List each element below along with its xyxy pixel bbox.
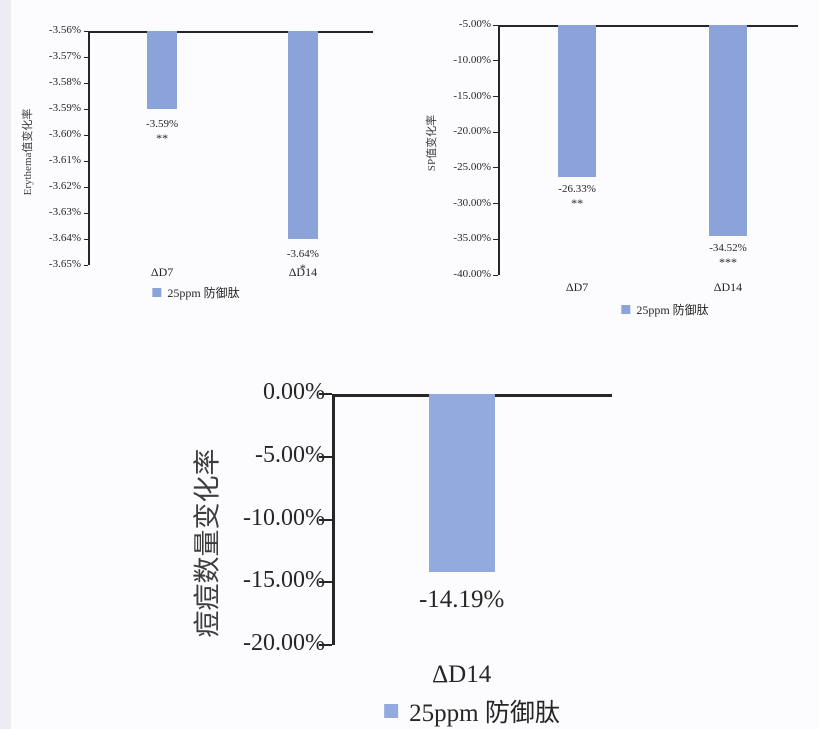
- y-tick-mark: [493, 95, 498, 97]
- left-edge-strip: [0, 0, 11, 729]
- y-axis-title: 痘痘数量变化率: [192, 448, 223, 638]
- y-axis-title: Erythema值变化率: [22, 108, 34, 196]
- y-tick-label: -3.65%: [48, 258, 81, 271]
- y-tick-mark: [319, 644, 332, 646]
- y-tick-mark: [84, 238, 88, 240]
- y-axis-title: SP值变化率: [426, 114, 438, 172]
- y-tick-mark: [319, 393, 332, 395]
- y-tick-label: -3.58%: [48, 76, 81, 89]
- x-category-label: ΔD14: [713, 280, 743, 294]
- y-tick-mark: [493, 203, 498, 205]
- y-tick-label: -15.00%: [453, 89, 491, 102]
- y-tick-label: -3.57%: [48, 50, 81, 63]
- y-tick-label: -3.60%: [48, 128, 81, 141]
- y-tick-label: -15.00%: [243, 567, 325, 594]
- y-tick-label: -10.00%: [453, 53, 491, 66]
- legend-swatch-icon: [621, 305, 631, 314]
- bar-value-label: -26.33%: [558, 183, 596, 196]
- y-tick-mark: [84, 108, 88, 110]
- y-tick-label: 0.00%: [263, 379, 325, 406]
- y-tick-mark: [493, 60, 498, 62]
- x-category-label: ΔD7: [150, 265, 174, 279]
- bar: [147, 31, 178, 109]
- bar-value-label: -34.52%: [709, 241, 747, 254]
- y-tick-mark: [84, 56, 88, 58]
- significance-label: **: [571, 196, 584, 211]
- legend-swatch-icon: [384, 704, 399, 718]
- y-tick-label: -3.63%: [48, 206, 81, 219]
- y-tick-mark: [493, 167, 498, 169]
- y-tick-mark: [319, 581, 332, 584]
- bar: [709, 25, 747, 236]
- y-tick-mark: [84, 82, 88, 84]
- bar-value-label: -3.59%: [146, 118, 179, 130]
- x-category-label: ΔD14: [288, 265, 318, 279]
- acne-count-change-chart: 0.00% -5.00% -10.00% -15.00% -20.00% -14.19% Δ…: [185, 375, 625, 729]
- bar-value-label: -14.19%: [418, 586, 505, 614]
- y-tick-mark: [493, 131, 498, 133]
- legend-label: 25ppm 防御肽: [167, 286, 240, 300]
- y-tick-label: -35.00%: [453, 232, 491, 245]
- y-tick-mark: [84, 134, 88, 136]
- sp-change-chart: -5.00% -10.00% -15.00% -20.00% -25.00% -30.00…: [420, 5, 819, 327]
- y-tick-mark: [493, 238, 498, 240]
- bar-value-label: -3.64%: [286, 248, 319, 260]
- y-tick-mark: [319, 455, 332, 458]
- y-tick-label: -10.00%: [243, 504, 325, 531]
- significance-label: ***: [719, 254, 737, 269]
- y-tick-mark: [319, 518, 332, 521]
- y-tick-label: -5.00%: [458, 18, 491, 31]
- x-category-label: ΔD7: [565, 280, 589, 294]
- y-tick-label: -20.00%: [243, 630, 325, 657]
- significance-label: *: [299, 261, 306, 275]
- bar: [428, 394, 495, 573]
- y-tick-label: -20.00%: [453, 125, 491, 138]
- y-tick-mark: [493, 274, 498, 276]
- legend: 25ppm 防御肽: [152, 284, 240, 301]
- y-tick-mark: [84, 212, 88, 214]
- x-category-label: ΔD14: [432, 661, 492, 688]
- legend-label: 25ppm 防御肽: [636, 303, 709, 317]
- y-tick-mark: [84, 264, 88, 266]
- y-tick-mark: [84, 186, 88, 188]
- y-tick-label: -40.00%: [453, 268, 491, 281]
- y-tick-label: -3.61%: [48, 154, 81, 167]
- legend: 25ppm 防御肽: [621, 301, 709, 318]
- bar: [558, 25, 597, 178]
- bar: [287, 31, 318, 239]
- legend-label: 25ppm 防御肽: [409, 700, 560, 727]
- y-tick-label: -3.56%: [48, 24, 81, 37]
- y-tick-mark: [84, 30, 88, 32]
- y-tick-label: -3.59%: [48, 102, 81, 115]
- erythema-change-chart: -3.56% -3.57% -3.58% -3.59% -3.60% -3.61% -3.6…: [20, 10, 390, 322]
- significance-label: **: [156, 131, 169, 145]
- plot-area: [88, 31, 373, 265]
- y-tick-label: -3.64%: [48, 232, 81, 245]
- legend-swatch-icon: [152, 288, 162, 297]
- y-tick-label: -25.00%: [453, 161, 491, 174]
- y-tick-mark: [84, 160, 88, 162]
- y-tick-label: -30.00%: [453, 196, 491, 209]
- plot-area: [498, 25, 798, 275]
- legend: 25ppm 防御肽: [384, 693, 560, 729]
- y-tick-mark: [493, 24, 498, 26]
- y-tick-label: -3.62%: [48, 180, 81, 193]
- y-tick-label: -5.00%: [255, 441, 325, 468]
